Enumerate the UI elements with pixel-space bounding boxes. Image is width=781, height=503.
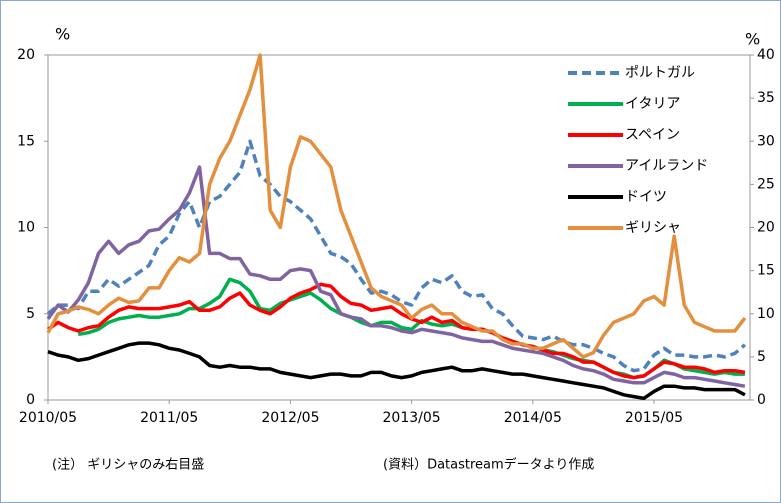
legend-label: ギリシャ (625, 220, 681, 236)
y2-tick-label: 25 (757, 176, 775, 192)
x-tick-label: 2014/05 (504, 410, 562, 426)
y2-tick-label: 40 (757, 47, 775, 63)
x-tick-label: 2012/05 (261, 410, 319, 426)
legend-label: アイルランド (625, 158, 708, 174)
series-line (47, 341, 746, 401)
legend-label: スペイン (625, 127, 680, 143)
y2-tick-label: 5 (757, 349, 766, 365)
y-tick-label: 15 (17, 133, 35, 149)
legend-label: ポルトガル (625, 65, 695, 81)
y2-tick-label: 0 (757, 392, 766, 408)
note: (注） ギリシャのみ右目盛 (52, 458, 204, 473)
y2-tick-label: 20 (757, 220, 775, 236)
series-line (46, 53, 747, 359)
legend-label: ドイツ (625, 189, 667, 205)
series-line (47, 282, 746, 380)
y-tick-label: 20 (17, 47, 35, 63)
x-tick-label: 2011/05 (140, 410, 198, 426)
y-tick-label: 5 (26, 306, 35, 322)
x-tick-label: 2015/05 (625, 410, 683, 426)
legend-label: イタリア (625, 96, 680, 112)
y2-tick-label: 10 (757, 306, 775, 322)
y-axis-label: % (55, 25, 70, 44)
x-tick-label: 2010/05 (19, 410, 77, 426)
y2-tick-label: 15 (757, 263, 775, 279)
y-tick-label: 10 (17, 220, 35, 236)
y2-tick-label: 35 (757, 90, 775, 106)
series-line (46, 139, 747, 373)
y2-tick-label: 30 (757, 133, 775, 149)
series-line (46, 165, 746, 388)
y-tick-label: 0 (26, 392, 35, 408)
x-tick-label: 2013/05 (383, 410, 441, 426)
y2-axis-label: % (745, 30, 760, 49)
source: (資料）Datastreamデータより作成 (383, 457, 594, 473)
